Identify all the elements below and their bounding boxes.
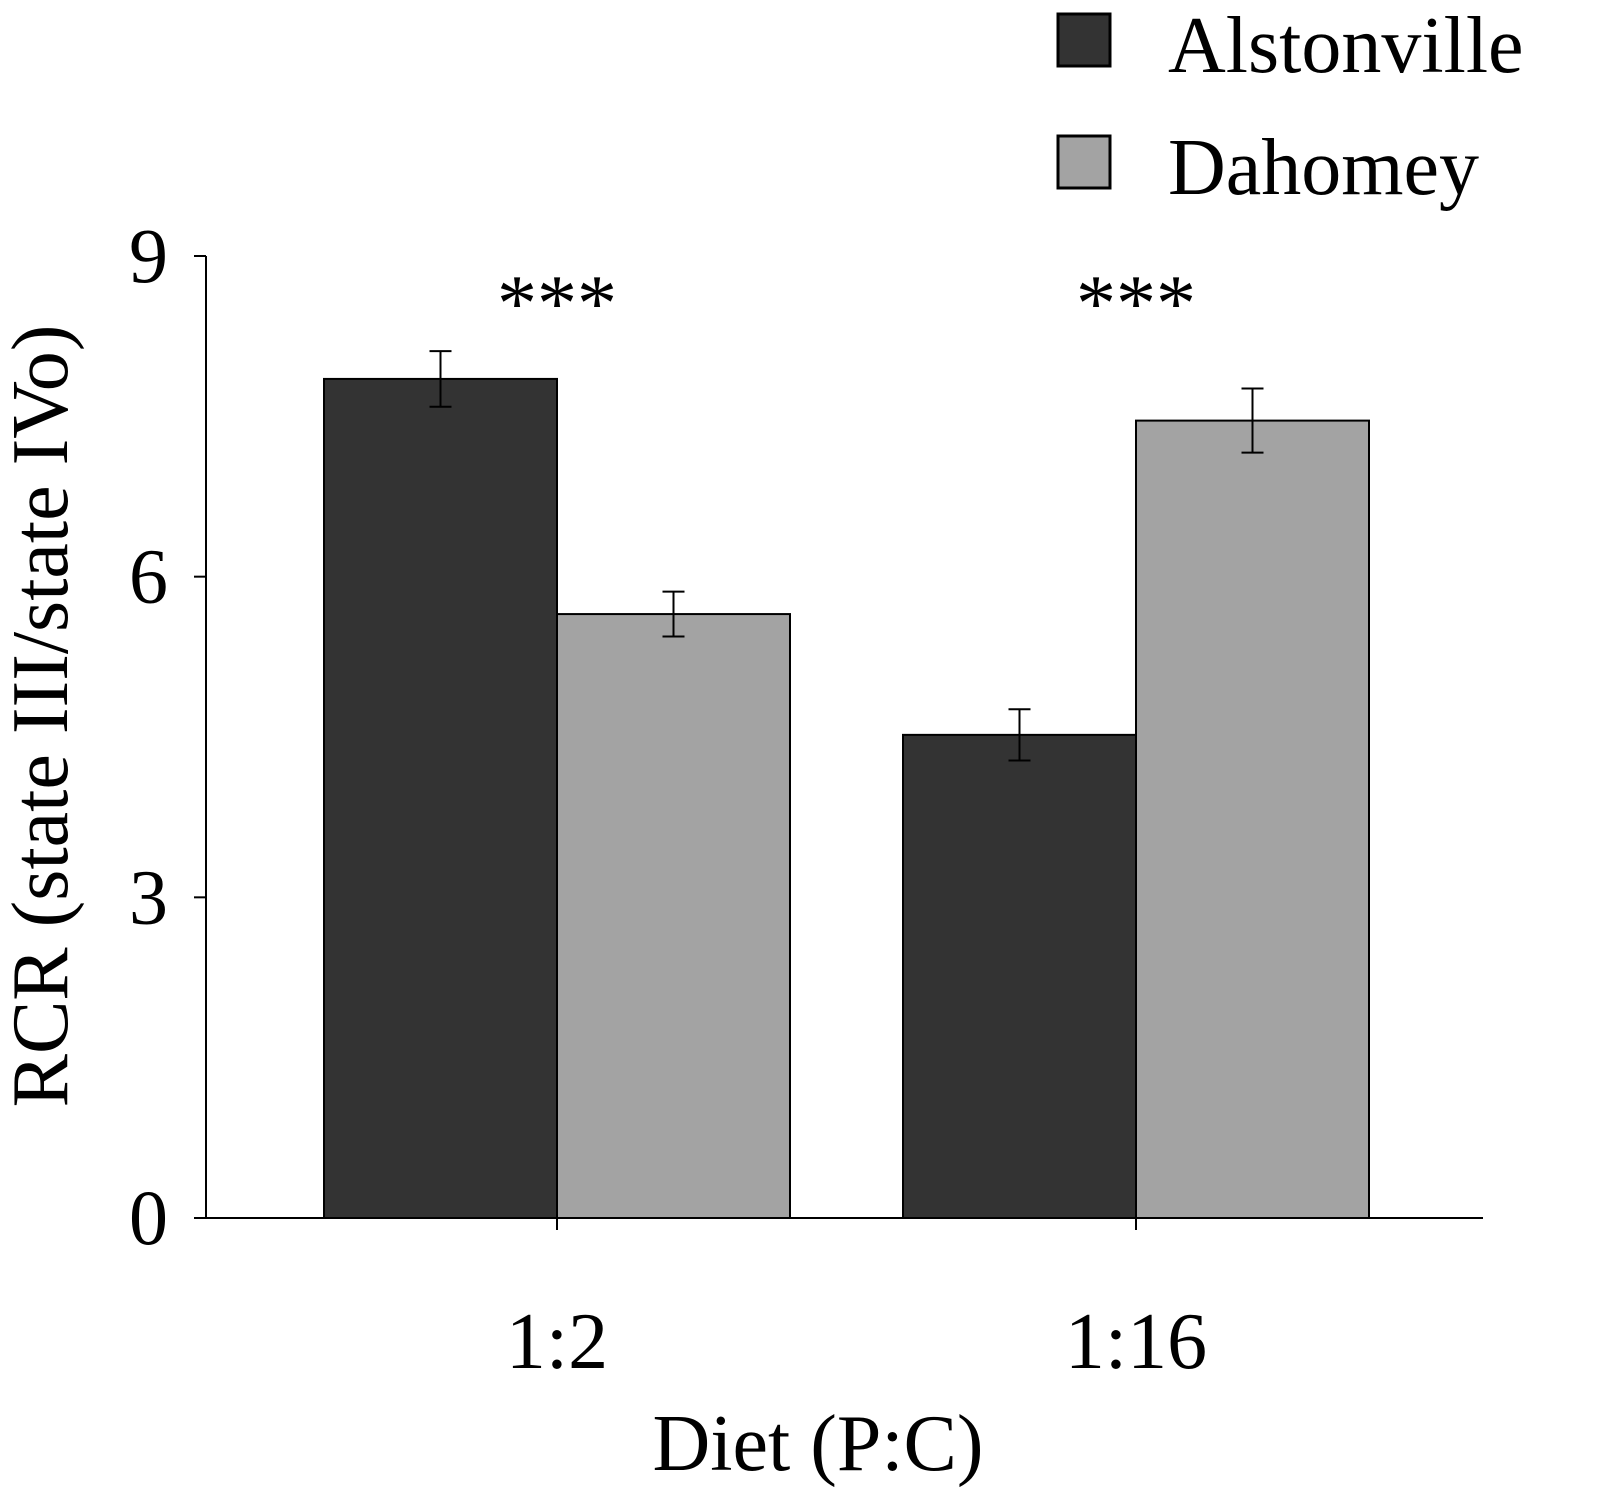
significance-marker: *** [497, 260, 617, 348]
y-axis-label: RCR (state III/state IVo) [0, 325, 85, 1108]
significance-annotations: *** *** [497, 260, 1196, 348]
legend-label-dahomey: Dahomey [1168, 124, 1479, 212]
bar-alstonville-1-16 [902, 733, 1137, 1220]
bar-alstonville-1-2 [323, 377, 558, 1219]
y-tick-label: 6 [129, 533, 168, 620]
bars-layer [323, 377, 1370, 1220]
y-tick-label: 9 [129, 212, 168, 299]
x-tick-label: 1:16 [1065, 1298, 1207, 1386]
bar-dahomey-1-16 [1135, 419, 1370, 1219]
legend-swatch-alstonville [1056, 12, 1112, 68]
y-tick-label: 0 [129, 1174, 168, 1261]
error-bars-layer [429, 350, 1264, 762]
bar-dahomey-1-2 [556, 613, 791, 1219]
significance-marker: *** [1076, 260, 1196, 348]
legend-swatch-dahomey [1056, 134, 1112, 190]
x-ticks: 1:2 1:16 [506, 1218, 1207, 1386]
legend-label-alstonville: Alstonville [1168, 2, 1524, 90]
legend: Alstonville Dahomey [1056, 2, 1524, 212]
y-tick-label: 3 [129, 853, 168, 940]
y-ticks: 0 3 6 9 [129, 212, 206, 1261]
x-axis-label: Diet (P:C) [652, 1400, 983, 1488]
x-tick-label: 1:2 [506, 1298, 608, 1386]
